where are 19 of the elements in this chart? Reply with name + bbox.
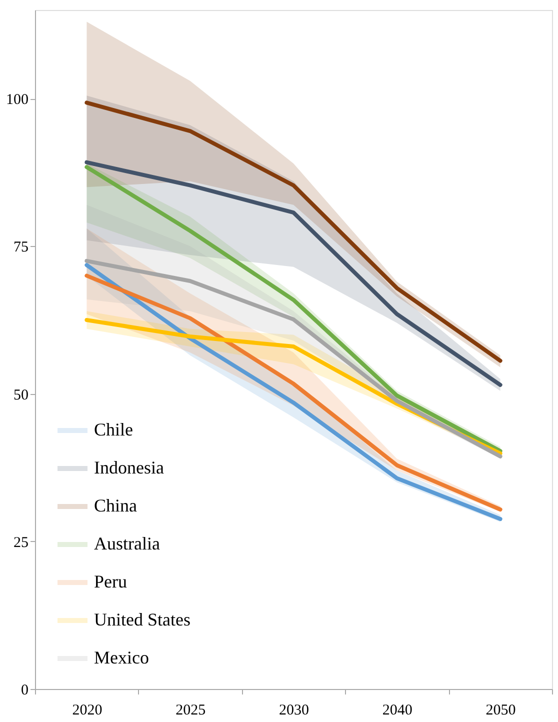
legend-label: China xyxy=(94,496,138,516)
x-tick-label: 2020 xyxy=(72,702,102,718)
y-tick-label: 75 xyxy=(14,240,28,256)
legend-label: Chile xyxy=(94,420,134,440)
line-series xyxy=(84,258,502,458)
y-tick-label: 0 xyxy=(21,682,28,698)
legend-label: United States xyxy=(94,610,190,630)
x-tick-label: 2050 xyxy=(486,702,516,718)
x-tick-label: 2025 xyxy=(176,702,206,718)
line-series xyxy=(84,160,502,387)
y-tick-label: 50 xyxy=(14,387,28,404)
legend-label: Indonesia xyxy=(94,458,164,478)
y-tick-label: 25 xyxy=(14,534,28,551)
legend-label: Australia xyxy=(94,534,160,554)
legend-label: Mexico xyxy=(94,648,149,668)
y-tick-label: 100 xyxy=(6,92,28,108)
legend-label: Peru xyxy=(94,572,127,592)
x-tick-label: 2040 xyxy=(382,702,412,718)
x-tick-label: 2030 xyxy=(279,702,309,718)
